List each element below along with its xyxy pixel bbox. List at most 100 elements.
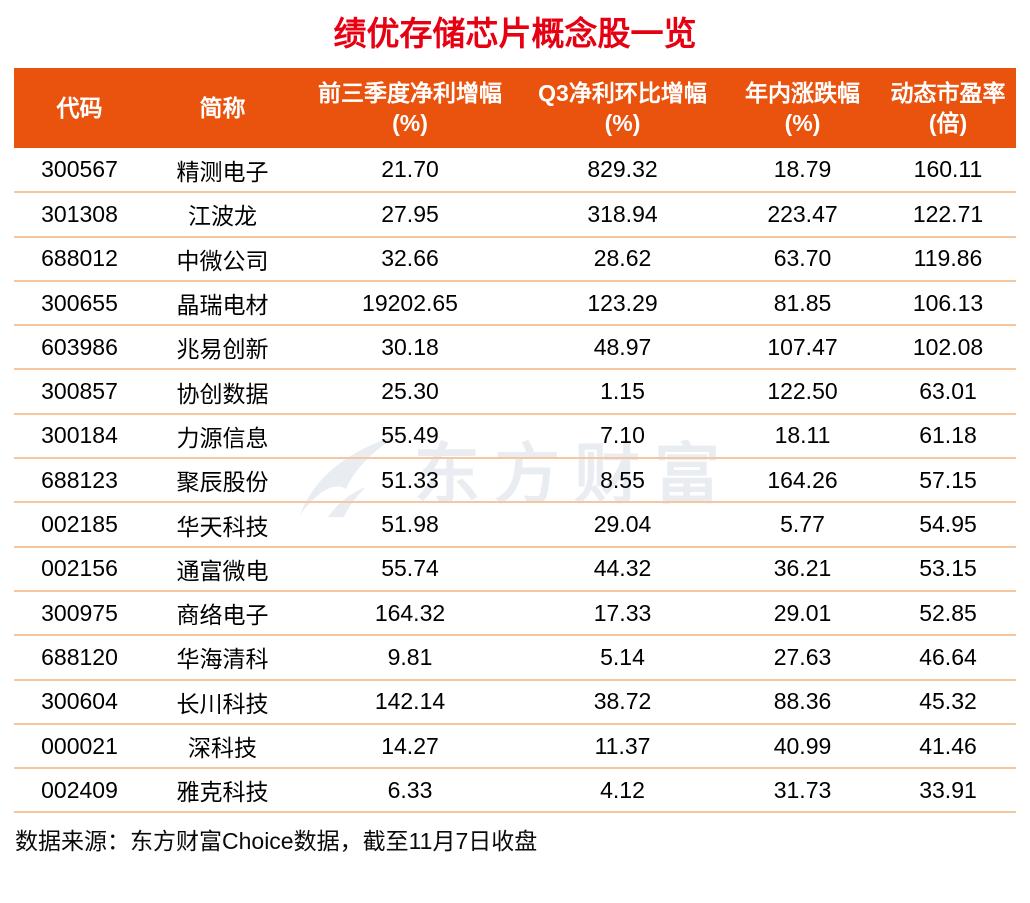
col-header-ytd-change: 年内涨跌幅 (%) xyxy=(725,68,880,148)
col-header-code: 代码 xyxy=(14,68,145,148)
table-row: 300975 商络电子 164.32 17.33 29.01 52.85 xyxy=(14,590,1016,637)
dynamic-pe: 41.46 xyxy=(880,723,1016,770)
stock-name: 雅克科技 xyxy=(145,768,300,814)
data-source-note: 数据来源：东方财富Choice数据，截至11月7日收盘 xyxy=(15,828,538,855)
ytd-change: 107.47 xyxy=(725,325,880,371)
q3-qoq-profit-growth: 318.94 xyxy=(520,192,725,238)
stock-code: 000021 xyxy=(14,723,145,770)
stocks-table: 代码 简称 前三季度净利增幅 (%) Q3净利环比增幅 (%) 年内涨跌幅 xyxy=(14,68,1016,814)
stock-name: 力源信息 xyxy=(145,413,300,460)
ytd-change: 29.01 xyxy=(725,590,880,637)
ytd-change: 40.99 xyxy=(725,723,880,770)
table-row: 301308 江波龙 27.95 318.94 223.47 122.71 xyxy=(14,192,1016,238)
q1to3-profit-growth: 19202.65 xyxy=(300,280,520,327)
stock-code: 300655 xyxy=(14,280,145,327)
stock-name: 精测电子 xyxy=(145,148,300,194)
stock-code: 002409 xyxy=(14,768,145,814)
stock-name: 商络电子 xyxy=(145,590,300,637)
col-header-name: 简称 xyxy=(145,68,300,148)
table-row: 300655 晶瑞电材 19202.65 123.29 81.85 106.13 xyxy=(14,280,1016,327)
col-header-q1to3-line2: (%) xyxy=(392,110,428,136)
col-header-name-line1: 简称 xyxy=(199,95,246,121)
q1to3-profit-growth: 9.81 xyxy=(300,635,520,681)
q3-qoq-profit-growth: 28.62 xyxy=(520,236,725,282)
dynamic-pe: 106.13 xyxy=(880,280,1016,327)
stock-name: 江波龙 xyxy=(145,192,300,238)
col-header-pe-line2: (倍) xyxy=(928,110,968,136)
table-row: 688012 中微公司 32.66 28.62 63.70 119.86 xyxy=(14,236,1016,282)
q1to3-profit-growth: 30.18 xyxy=(300,325,520,371)
ytd-change: 31.73 xyxy=(725,768,880,814)
stock-code: 300184 xyxy=(14,413,145,460)
table-body: 300567 精测电子 21.70 829.32 18.79 160.11 301308 江波… xyxy=(14,148,1016,814)
stock-name: 深科技 xyxy=(145,723,300,770)
q3-qoq-profit-growth: 8.55 xyxy=(520,458,725,504)
table-row: 002409 雅克科技 6.33 4.12 31.73 33.91 xyxy=(14,768,1016,814)
stock-name: 晶瑞电材 xyxy=(145,280,300,327)
ytd-change: 88.36 xyxy=(725,679,880,725)
q3-qoq-profit-growth: 7.10 xyxy=(520,413,725,460)
dynamic-pe: 33.91 xyxy=(880,768,1016,814)
col-header-q3-qoq-growth: Q3净利环比增幅 (%) xyxy=(520,68,725,148)
table-row: 000021 深科技 14.27 11.37 40.99 41.46 xyxy=(14,723,1016,770)
col-header-dynamic-pe: 动态市盈率 (倍) xyxy=(880,68,1016,148)
stock-code: 688120 xyxy=(14,635,145,681)
ytd-change: 18.11 xyxy=(725,413,880,460)
dynamic-pe: 45.32 xyxy=(880,679,1016,725)
dynamic-pe: 54.95 xyxy=(880,502,1016,548)
col-header-q1to3-line1: 前三季度净利增幅 xyxy=(318,80,502,106)
q3-qoq-profit-growth: 829.32 xyxy=(520,148,725,194)
col-header-ytd-line1: 年内涨跌幅 xyxy=(745,80,860,106)
q1to3-profit-growth: 6.33 xyxy=(300,768,520,814)
ytd-change: 164.26 xyxy=(725,458,880,504)
ytd-change: 27.63 xyxy=(725,635,880,681)
q1to3-profit-growth: 142.14 xyxy=(300,679,520,725)
q1to3-profit-growth: 51.33 xyxy=(300,458,520,504)
table-row: 002156 通富微电 55.74 44.32 36.21 53.15 xyxy=(14,546,1016,592)
stock-code: 300604 xyxy=(14,679,145,725)
q3-qoq-profit-growth: 48.97 xyxy=(520,325,725,371)
stock-name: 协创数据 xyxy=(145,369,300,415)
ytd-change: 5.77 xyxy=(725,502,880,548)
page-title: 绩优存储芯片概念股一览 xyxy=(333,15,697,52)
col-header-q3qoq-line2: (%) xyxy=(604,110,641,136)
q3-qoq-profit-growth: 29.04 xyxy=(520,502,725,548)
stock-code: 688012 xyxy=(14,236,145,282)
table-row: 688123 聚辰股份 51.33 8.55 164.26 57.15 xyxy=(14,458,1016,504)
col-header-code-line1: 代码 xyxy=(56,95,103,121)
table-row: 603986 兆易创新 30.18 48.97 107.47 102.08 xyxy=(14,325,1016,371)
table-row: 300604 长川科技 142.14 38.72 88.36 45.32 xyxy=(14,679,1016,725)
dynamic-pe: 160.11 xyxy=(880,148,1016,194)
ytd-change: 81.85 xyxy=(725,280,880,327)
q3-qoq-profit-growth: 5.14 xyxy=(520,635,725,681)
stock-name: 聚辰股份 xyxy=(145,458,300,504)
table-row: 688120 华海清科 9.81 5.14 27.63 46.64 xyxy=(14,635,1016,681)
q3-qoq-profit-growth: 44.32 xyxy=(520,546,725,592)
q1to3-profit-growth: 32.66 xyxy=(300,236,520,282)
col-header-q3qoq-line1: Q3净利环比增幅 xyxy=(538,80,707,106)
dynamic-pe: 122.71 xyxy=(880,192,1016,238)
table-header: 代码 简称 前三季度净利增幅 (%) Q3净利环比增幅 (%) 年内涨跌幅 xyxy=(14,68,1016,148)
col-header-pe-line1: 动态市盈率 xyxy=(890,80,1006,106)
dynamic-pe: 102.08 xyxy=(880,325,1016,371)
dynamic-pe: 46.64 xyxy=(880,635,1016,681)
dynamic-pe: 61.18 xyxy=(880,413,1016,460)
q1to3-profit-growth: 27.95 xyxy=(300,192,520,238)
table-row: 300567 精测电子 21.70 829.32 18.79 160.11 xyxy=(14,148,1016,194)
q1to3-profit-growth: 55.74 xyxy=(300,546,520,592)
q1to3-profit-growth: 164.32 xyxy=(300,590,520,637)
ytd-change: 36.21 xyxy=(725,546,880,592)
stock-code: 301308 xyxy=(14,192,145,238)
q1to3-profit-growth: 51.98 xyxy=(300,502,520,548)
stock-name: 华天科技 xyxy=(145,502,300,548)
col-header-ytd-line2: (%) xyxy=(784,110,821,136)
q1to3-profit-growth: 14.27 xyxy=(300,723,520,770)
q3-qoq-profit-growth: 123.29 xyxy=(520,280,725,327)
q3-qoq-profit-growth: 4.12 xyxy=(520,768,725,814)
stock-code: 002156 xyxy=(14,546,145,592)
col-header-q1to3-profit-growth: 前三季度净利增幅 (%) xyxy=(300,68,520,148)
stock-code: 603986 xyxy=(14,325,145,371)
stock-code: 300567 xyxy=(14,148,145,194)
q1to3-profit-growth: 55.49 xyxy=(300,413,520,460)
ytd-change: 223.47 xyxy=(725,192,880,238)
